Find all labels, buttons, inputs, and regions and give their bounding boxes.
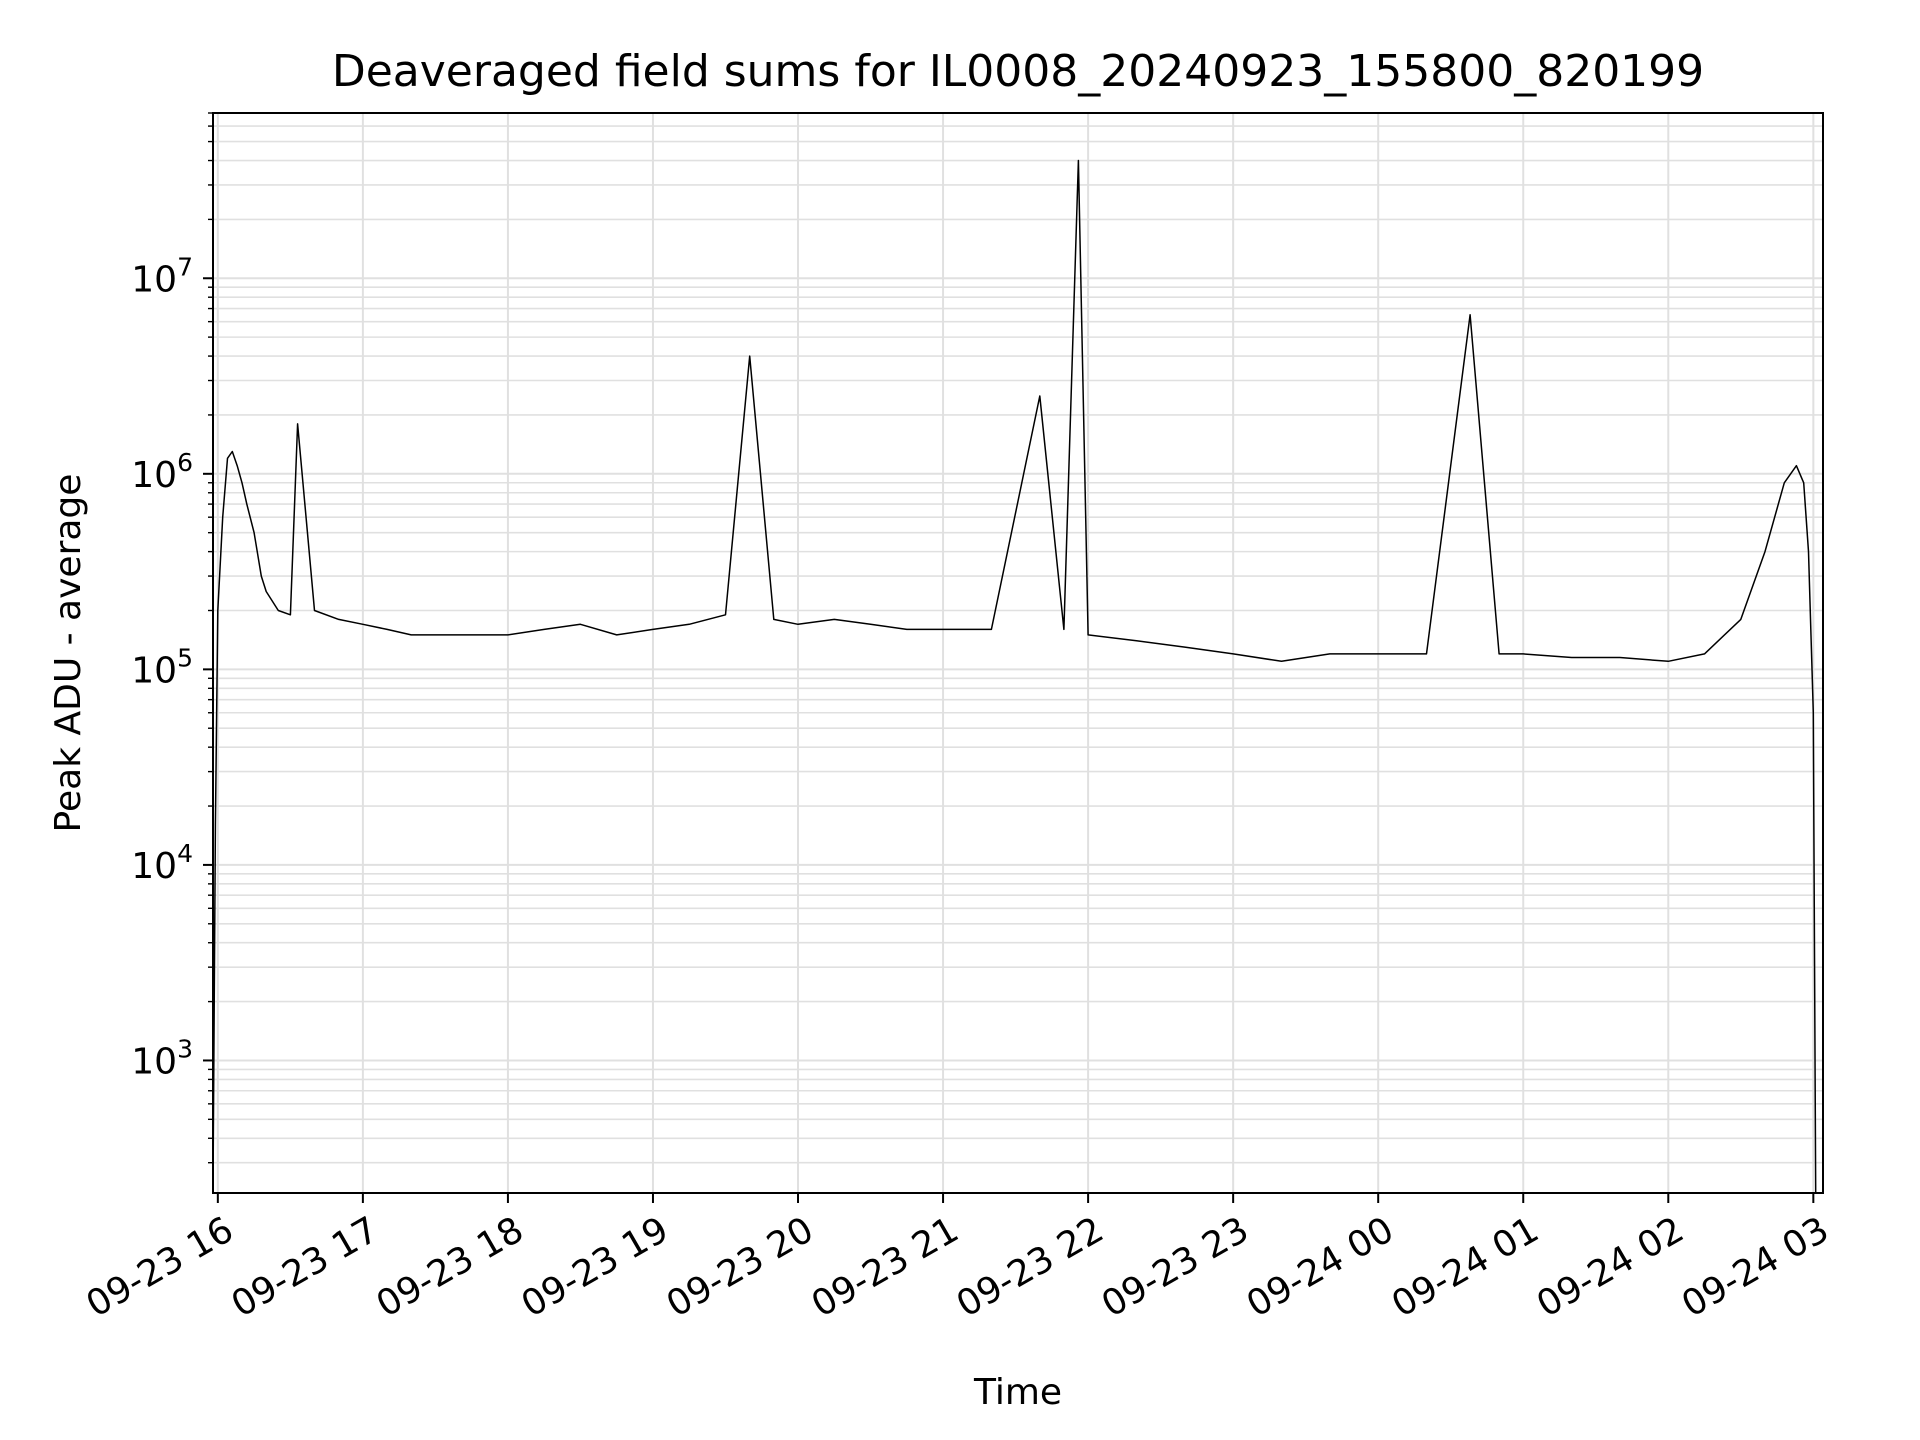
y-tick-label: 104 <box>131 839 193 887</box>
x-axis-label: Time <box>973 1372 1062 1413</box>
y-tick-label: 106 <box>131 448 193 496</box>
series-line <box>212 159 1817 1194</box>
chart-title: Deaveraged field sums for IL0008_2024092… <box>332 46 1704 97</box>
y-tick-label: 105 <box>131 643 193 691</box>
ticks <box>203 112 1815 1203</box>
y-tick-label: 103 <box>131 1034 193 1082</box>
plot-frame <box>212 112 1824 1194</box>
series-lines <box>212 159 1817 1194</box>
y-axis-label: Peak ADU - average <box>48 474 89 833</box>
y-tick-label: 107 <box>131 252 193 300</box>
grid <box>213 112 1823 1193</box>
